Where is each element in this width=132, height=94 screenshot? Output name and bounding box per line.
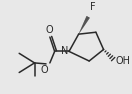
Text: O: O xyxy=(40,65,48,75)
Text: O: O xyxy=(45,25,53,35)
Text: F: F xyxy=(90,2,96,12)
Text: OH: OH xyxy=(115,56,130,66)
Text: N: N xyxy=(61,46,68,56)
